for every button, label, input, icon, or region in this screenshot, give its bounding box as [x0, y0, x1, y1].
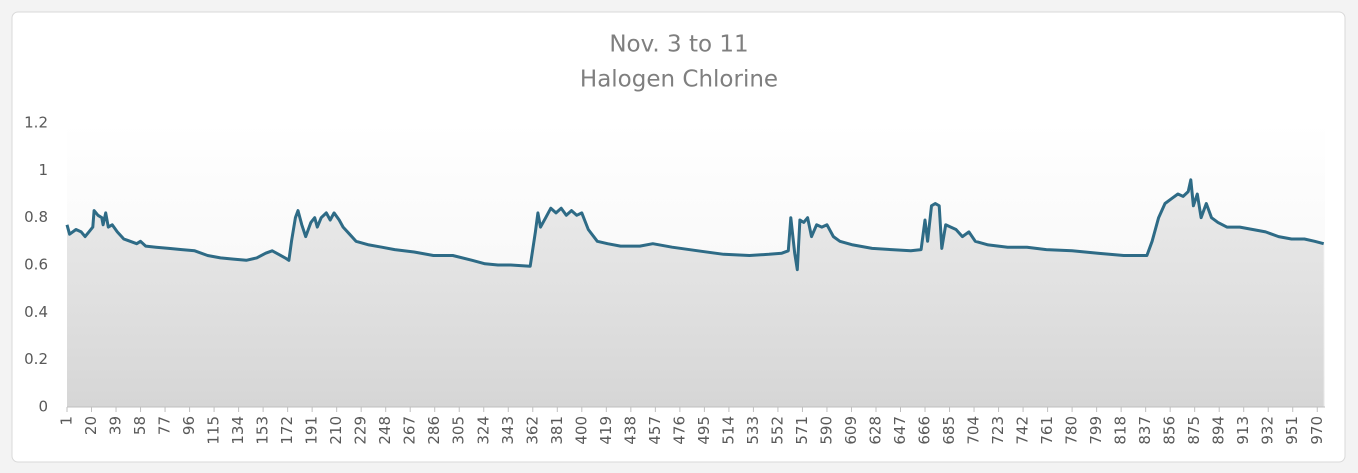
y-tick-label: 0.4 [24, 303, 48, 321]
x-tick-label: 495 [695, 416, 713, 445]
x-tick-label: 229 [352, 416, 370, 445]
x-tick-label: 951 [1283, 416, 1301, 445]
x-tick-label: 932 [1259, 416, 1277, 445]
x-tick-label: 476 [670, 416, 688, 445]
x-tick-label: 39 [107, 416, 125, 435]
x-tick-label: 780 [1063, 416, 1081, 445]
x-tick-label: 153 [254, 416, 272, 445]
x-tick-label: 533 [744, 416, 762, 445]
x-tick-label: 134 [229, 416, 247, 445]
x-tick-label: 761 [1038, 416, 1056, 445]
x-tick-label: 381 [548, 416, 566, 445]
x-tick-label: 362 [523, 416, 541, 445]
x-tick-label: 894 [1210, 416, 1228, 445]
x-tick-label: 704 [965, 416, 983, 445]
x-tick-label: 20 [82, 416, 100, 435]
x-tick-label: 571 [793, 416, 811, 445]
x-tick-label: 324 [474, 416, 492, 445]
x-tick-label: 647 [891, 416, 909, 445]
y-tick-label: 1.2 [24, 114, 48, 132]
x-tick-label: 666 [916, 416, 934, 445]
x-tick-label: 552 [768, 416, 786, 445]
x-tick-label: 742 [1014, 416, 1032, 445]
x-tick-label: 191 [303, 416, 321, 445]
y-tick-label: 0.2 [24, 350, 48, 368]
y-tick-label: 0.6 [24, 256, 48, 274]
x-tick-label: 305 [450, 416, 468, 445]
line [65, 178, 1325, 272]
x-tick-label: 248 [376, 416, 394, 445]
x-tick-label: 837 [1136, 416, 1154, 445]
x-tick-label: 628 [866, 416, 884, 445]
x-tick-label: 609 [842, 416, 860, 445]
x-tick-label: 875 [1185, 416, 1203, 445]
x-tick-label: 457 [646, 416, 664, 445]
y-tick-label: 0 [38, 398, 48, 416]
x-tick-label: 77 [156, 416, 174, 435]
x-tick-label: 799 [1087, 416, 1105, 445]
x-tick-label: 172 [278, 416, 296, 445]
x-tick-label: 723 [989, 416, 1007, 445]
y-tick-label: 0.8 [24, 208, 48, 226]
x-tick-label: 438 [621, 416, 639, 445]
x-tick-label: 818 [1112, 416, 1130, 445]
x-tick-label: 685 [940, 416, 958, 445]
x-tick-label: 115 [205, 416, 223, 445]
x-tick-label: 1 [58, 416, 76, 426]
x-tick-label: 58 [131, 416, 149, 435]
x-tick-label: 267 [401, 416, 419, 445]
x-tick-label: 970 [1308, 416, 1326, 445]
x-tick-label: 419 [597, 416, 615, 445]
x-tick-label: 514 [719, 416, 737, 445]
x-tick-label: 210 [327, 416, 345, 445]
x-tick-label: 856 [1161, 416, 1179, 445]
chart-subtitle: Halogen Chlorine [580, 67, 778, 93]
chart-title: Nov. 3 to 11 [609, 32, 748, 58]
x-tick-label: 913 [1234, 416, 1252, 445]
x-tick-label: 590 [817, 416, 835, 445]
x-tick-label: 96 [180, 416, 198, 435]
x-tick-label: 343 [499, 416, 517, 445]
y-tick-label: 1 [38, 161, 48, 179]
x-tick-label: 400 [572, 416, 590, 445]
x-tick-label: 286 [425, 416, 443, 445]
area [67, 179, 1324, 407]
